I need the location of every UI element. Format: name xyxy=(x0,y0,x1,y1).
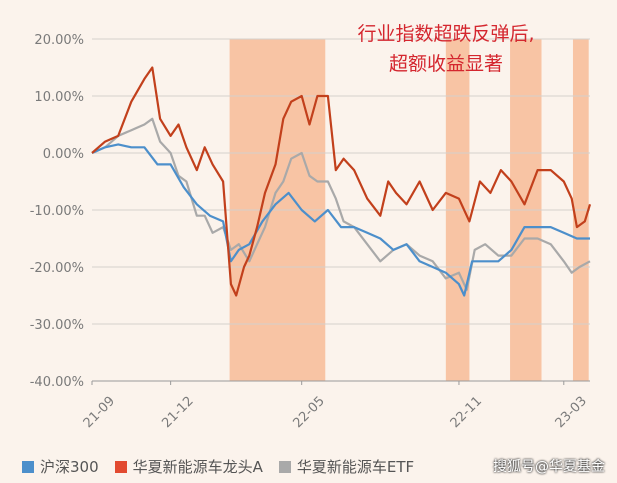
legend-label-csi300: 沪深300 xyxy=(40,458,99,476)
series-lines xyxy=(91,66,592,297)
y-axis-ticks: 20.00% 10.00% 0.00% -10.00% -20.00% -30.00% -4… xyxy=(30,33,84,390)
x-axis-ticks: 21-09 21-12 22-05 22-11 23-03 xyxy=(81,381,590,431)
series-line-csi300 xyxy=(91,143,590,297)
y-tick-label-4: -20.00% xyxy=(30,261,84,276)
y-tick-label-0: 20.00% xyxy=(34,33,84,48)
gridlines xyxy=(92,38,590,382)
legend-item-leader-a: 华夏新能源车龙头A xyxy=(114,456,263,477)
legend-swatch-leader-a xyxy=(114,460,127,473)
y-tick-label-5: -30.00% xyxy=(30,318,84,333)
x-tick-label-2: 22-05 xyxy=(290,394,327,431)
legend-label-nev-index: 华夏新能源车ETF xyxy=(296,458,415,476)
y-tick-label-2: 0.00% xyxy=(43,147,84,162)
x-tick-label-1: 21-12 xyxy=(159,394,196,431)
x-tick-label-0: 21-09 xyxy=(81,394,118,431)
legend-swatch-csi300 xyxy=(22,460,34,473)
y-tick-label-1: 10.00% xyxy=(34,90,84,105)
watermark: 搜狐号@华夏基金 xyxy=(493,459,605,475)
annotation-line-1: 行业指数超跌反弹后, xyxy=(357,23,534,45)
legend-item-csi300: 沪深300 xyxy=(22,456,99,477)
y-tick-label-6: -40.00% xyxy=(30,375,84,390)
legend-item-nev-index: 华夏新能源车ETF xyxy=(278,456,415,477)
x-tick-label-3: 22-11 xyxy=(448,394,485,431)
x-tick-label-4: 23-03 xyxy=(553,394,590,431)
annotation-line-2: 超额收益显著 xyxy=(389,53,503,75)
series-line-nev-index xyxy=(91,117,591,291)
legend-label-leader-a: 华夏新能源车龙头A xyxy=(132,458,263,476)
legend: 沪深300 华夏新能源车龙头A 华夏新能源车ETF xyxy=(22,456,430,477)
series-line-leader-a xyxy=(91,66,592,297)
y-tick-label-3: -10.00% xyxy=(30,204,84,219)
legend-swatch-nev-index xyxy=(278,460,291,473)
